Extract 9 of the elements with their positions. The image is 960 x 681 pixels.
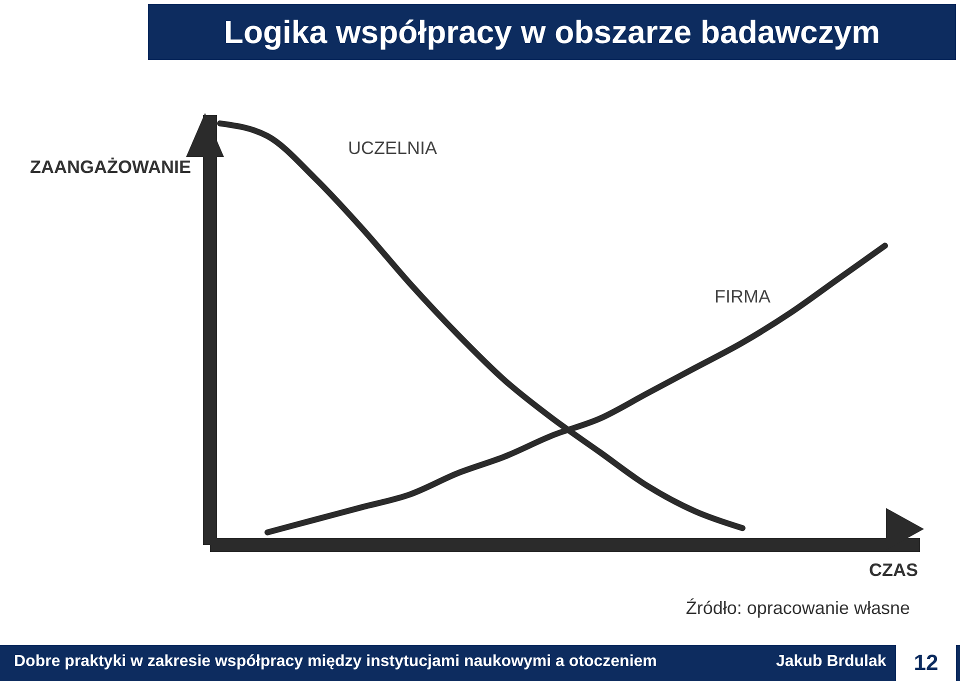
series-label: FIRMA	[714, 286, 770, 307]
text: Źródło: opracowanie własne	[686, 598, 910, 619]
text: Dobre praktyki w zakresie współpracy między instytucjami naukowymi a otoczeniem	[14, 653, 657, 671]
y-axis-title: ZAANGAŻOWANIE	[30, 157, 191, 178]
x-axis-title: CZAS	[869, 560, 918, 581]
text: Jakub Brdulak	[776, 653, 886, 671]
text: UCZELNIA	[348, 138, 438, 158]
chart-title: Logika współpracy w obszarze badawczym	[148, 4, 956, 60]
text: 12	[896, 645, 956, 681]
